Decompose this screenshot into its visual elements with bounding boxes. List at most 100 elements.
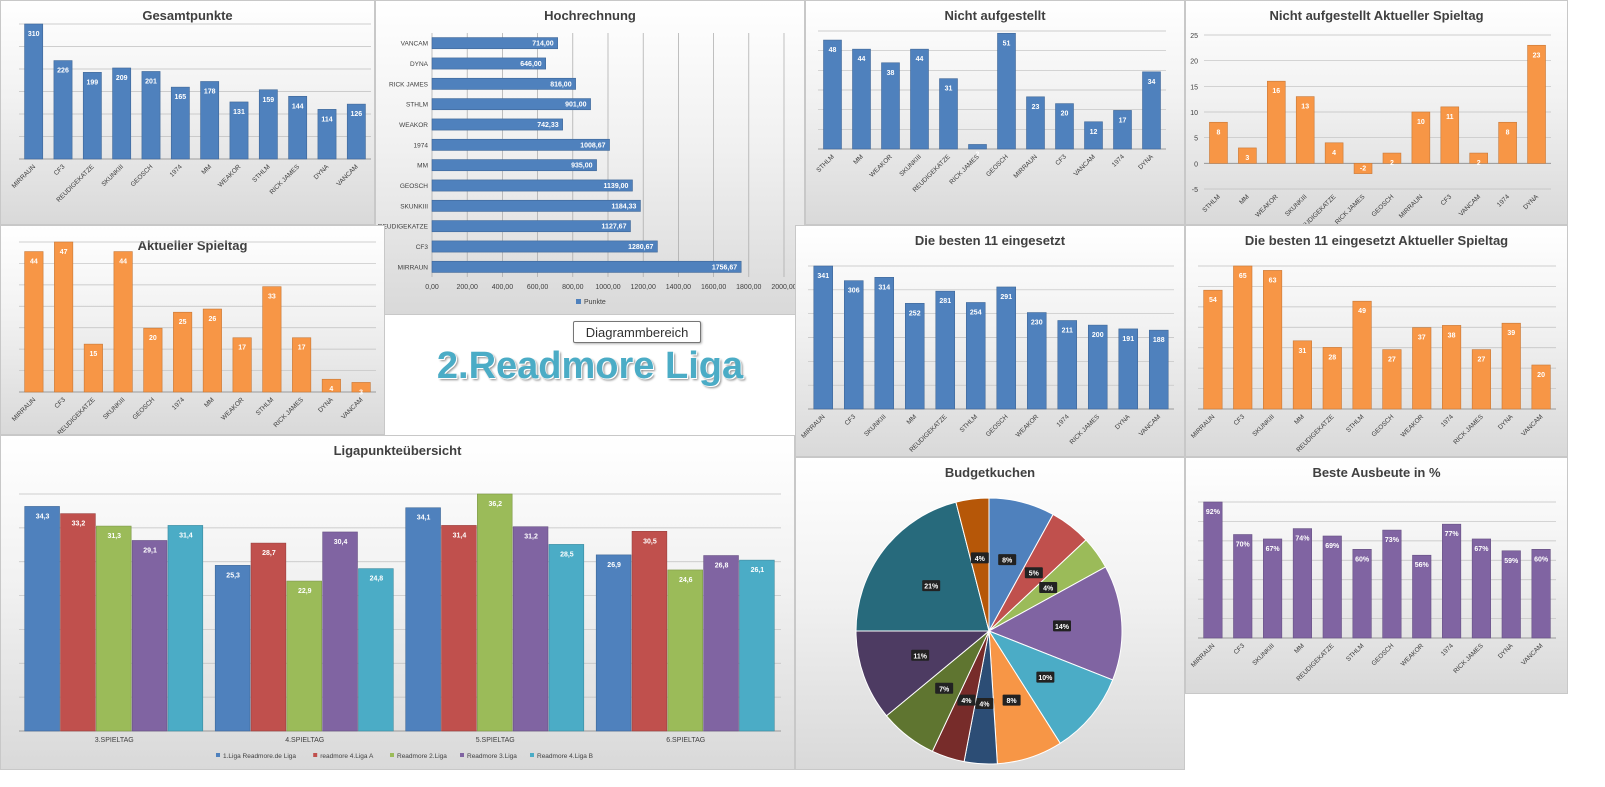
category-label: 6.SPIELTAG (666, 737, 705, 744)
data-label: 69% (1325, 543, 1340, 550)
y-tick-label: 20 (1190, 59, 1198, 66)
chart-gesamtpunkte[interactable]: Gesamtpunkte 310 MIRRAUN 226 CF3 199 REUDIGEK… (0, 0, 375, 225)
category-label: STHLM (406, 102, 428, 109)
category-label: VANCAM (1520, 413, 1544, 437)
data-label: 70% (1236, 542, 1251, 549)
category-label: SKUNKIII (863, 413, 888, 438)
data-label: 38 (887, 70, 895, 77)
y-tick-label: 15 (1190, 84, 1198, 91)
category-label: CF3 (1233, 413, 1247, 427)
data-label: 74% (1295, 536, 1310, 543)
category-label: DYNA (317, 396, 335, 414)
bar (1087, 324, 1108, 410)
pie-slice (855, 630, 991, 717)
bar (1203, 501, 1223, 639)
data-label: 59% (1504, 558, 1519, 565)
bar (1531, 364, 1551, 410)
category-label: MM (417, 163, 428, 170)
category-label: CF3 (844, 413, 858, 427)
data-label: 20 (1061, 111, 1069, 118)
chart-hochrechnung[interactable]: Hochrechnung 0,00 200,00 400,00 600,00 800,0… (375, 0, 805, 315)
category-label: RICK JAMES (389, 81, 429, 88)
data-label: 8 (1217, 129, 1221, 136)
category-label: MIRRAUN (1013, 153, 1040, 180)
chart-svg: 34,3 33,2 31,3 29,1 31,4 3.SPIELTAG 25,3 28,7 22… (19, 493, 781, 760)
data-label: 2 (976, 151, 980, 158)
x-tick-label: 200,00 (456, 284, 478, 291)
data-label-box (1024, 567, 1043, 579)
category-label: CF3 (53, 163, 67, 177)
bar (1322, 535, 1342, 639)
data-label: 291 (1000, 294, 1012, 301)
data-label: 21% (924, 584, 939, 591)
bar (292, 337, 312, 393)
bar (1501, 550, 1521, 639)
category-label: VANCAM (401, 41, 428, 48)
category-label: CF3 (416, 244, 429, 251)
bar (431, 179, 633, 192)
data-label-box (922, 580, 941, 592)
data-label: 3 (1245, 155, 1249, 162)
data-label: 34,1 (417, 515, 431, 522)
data-label: 77% (1445, 531, 1460, 538)
data-label: 14% (1055, 624, 1070, 631)
data-label: 63 (1269, 277, 1277, 284)
category-label: SKUNKIII (102, 396, 127, 421)
data-label: 165 (174, 94, 186, 101)
bar (512, 526, 549, 732)
data-label: 209 (116, 75, 128, 82)
data-label: 26 (208, 316, 216, 323)
bar (431, 240, 658, 253)
chart-aktueller-spieltag[interactable]: Aktueller Spieltag 44 MIRRAUN 47 CF3 15 REUDI… (0, 225, 385, 435)
legend-label: Readmore 2.Liga (397, 753, 447, 760)
data-label: 24,8 (370, 576, 384, 583)
category-label: 4.SPIELTAG (285, 737, 324, 744)
bar (1026, 96, 1045, 150)
category-label: 1974 (1111, 153, 1126, 168)
data-label-box (1036, 671, 1055, 683)
bar (1527, 44, 1546, 164)
chart-ligapunkte[interactable]: Ligapunkteübersicht 34,3 33,2 31,3 29,1 31,4… (0, 435, 795, 770)
x-tick-label: 1000,00 (595, 284, 620, 291)
x-tick-label: 1800,00 (736, 284, 761, 291)
bar (82, 72, 102, 160)
category-label: STHLM (1201, 193, 1222, 214)
x-tick-label: 1400,00 (666, 284, 691, 291)
chart-nicht-aufgestellt-aktuell[interactable]: Nicht aufgestellt Aktueller Spieltag -5 0… (1185, 0, 1568, 225)
data-label: 12 (1090, 129, 1098, 136)
chart-besten-11-aktuell[interactable]: Die besten 11 eingesetzt Aktueller Spiel… (1185, 225, 1568, 457)
chart-nicht-aufgestellt[interactable]: Nicht aufgestellt 48 STHLM 44 MM 38 WEAKOR 44 S… (805, 0, 1185, 225)
bar (1471, 349, 1491, 410)
bar (1267, 80, 1286, 164)
bar (1209, 121, 1228, 164)
data-label: 44 (916, 56, 924, 63)
category-label: RICK JAMES (948, 153, 981, 186)
data-label: 126 (350, 111, 362, 118)
data-label: 714,00 (532, 41, 554, 48)
bar (1501, 322, 1521, 410)
category-label: MIRRAUN (1398, 193, 1425, 220)
data-label: 28 (1328, 354, 1336, 361)
chart-title: Nicht aufgestellt (944, 8, 1046, 23)
category-label: GEOSCH (985, 413, 1010, 438)
data-label: 114 (321, 116, 332, 123)
data-label: 742,33 (537, 122, 559, 129)
data-label: 4% (1043, 586, 1054, 593)
legend-swatch (530, 753, 534, 757)
category-label: CF3 (1233, 642, 1247, 656)
data-label: 31 (1299, 348, 1307, 355)
bar (1440, 106, 1460, 164)
data-label: 178 (204, 88, 216, 95)
bar (1382, 349, 1402, 410)
bar (24, 506, 60, 732)
bar (441, 525, 477, 732)
chart-besten-11[interactable]: Die besten 11 eingesetzt 341 MIRRAUN 306 CF… (795, 225, 1185, 457)
data-label: 646,00 (520, 61, 542, 68)
chart-beste-ausbeute[interactable]: Beste Ausbeute in % 92% MIRRAUN 70% CF3 67% S… (1185, 457, 1568, 694)
chart-budgetkuchen[interactable]: Budgetkuchen 8% 5% 4% 14% 10% 8% 4% 4% 7% 11% 21% 4… (795, 457, 1185, 770)
bar (112, 67, 132, 160)
data-label-box (957, 694, 976, 706)
chart-title: Die besten 11 eingesetzt (914, 233, 1066, 248)
category-label: 1974 (414, 142, 429, 149)
category-label: MIRRAUN (11, 396, 38, 423)
